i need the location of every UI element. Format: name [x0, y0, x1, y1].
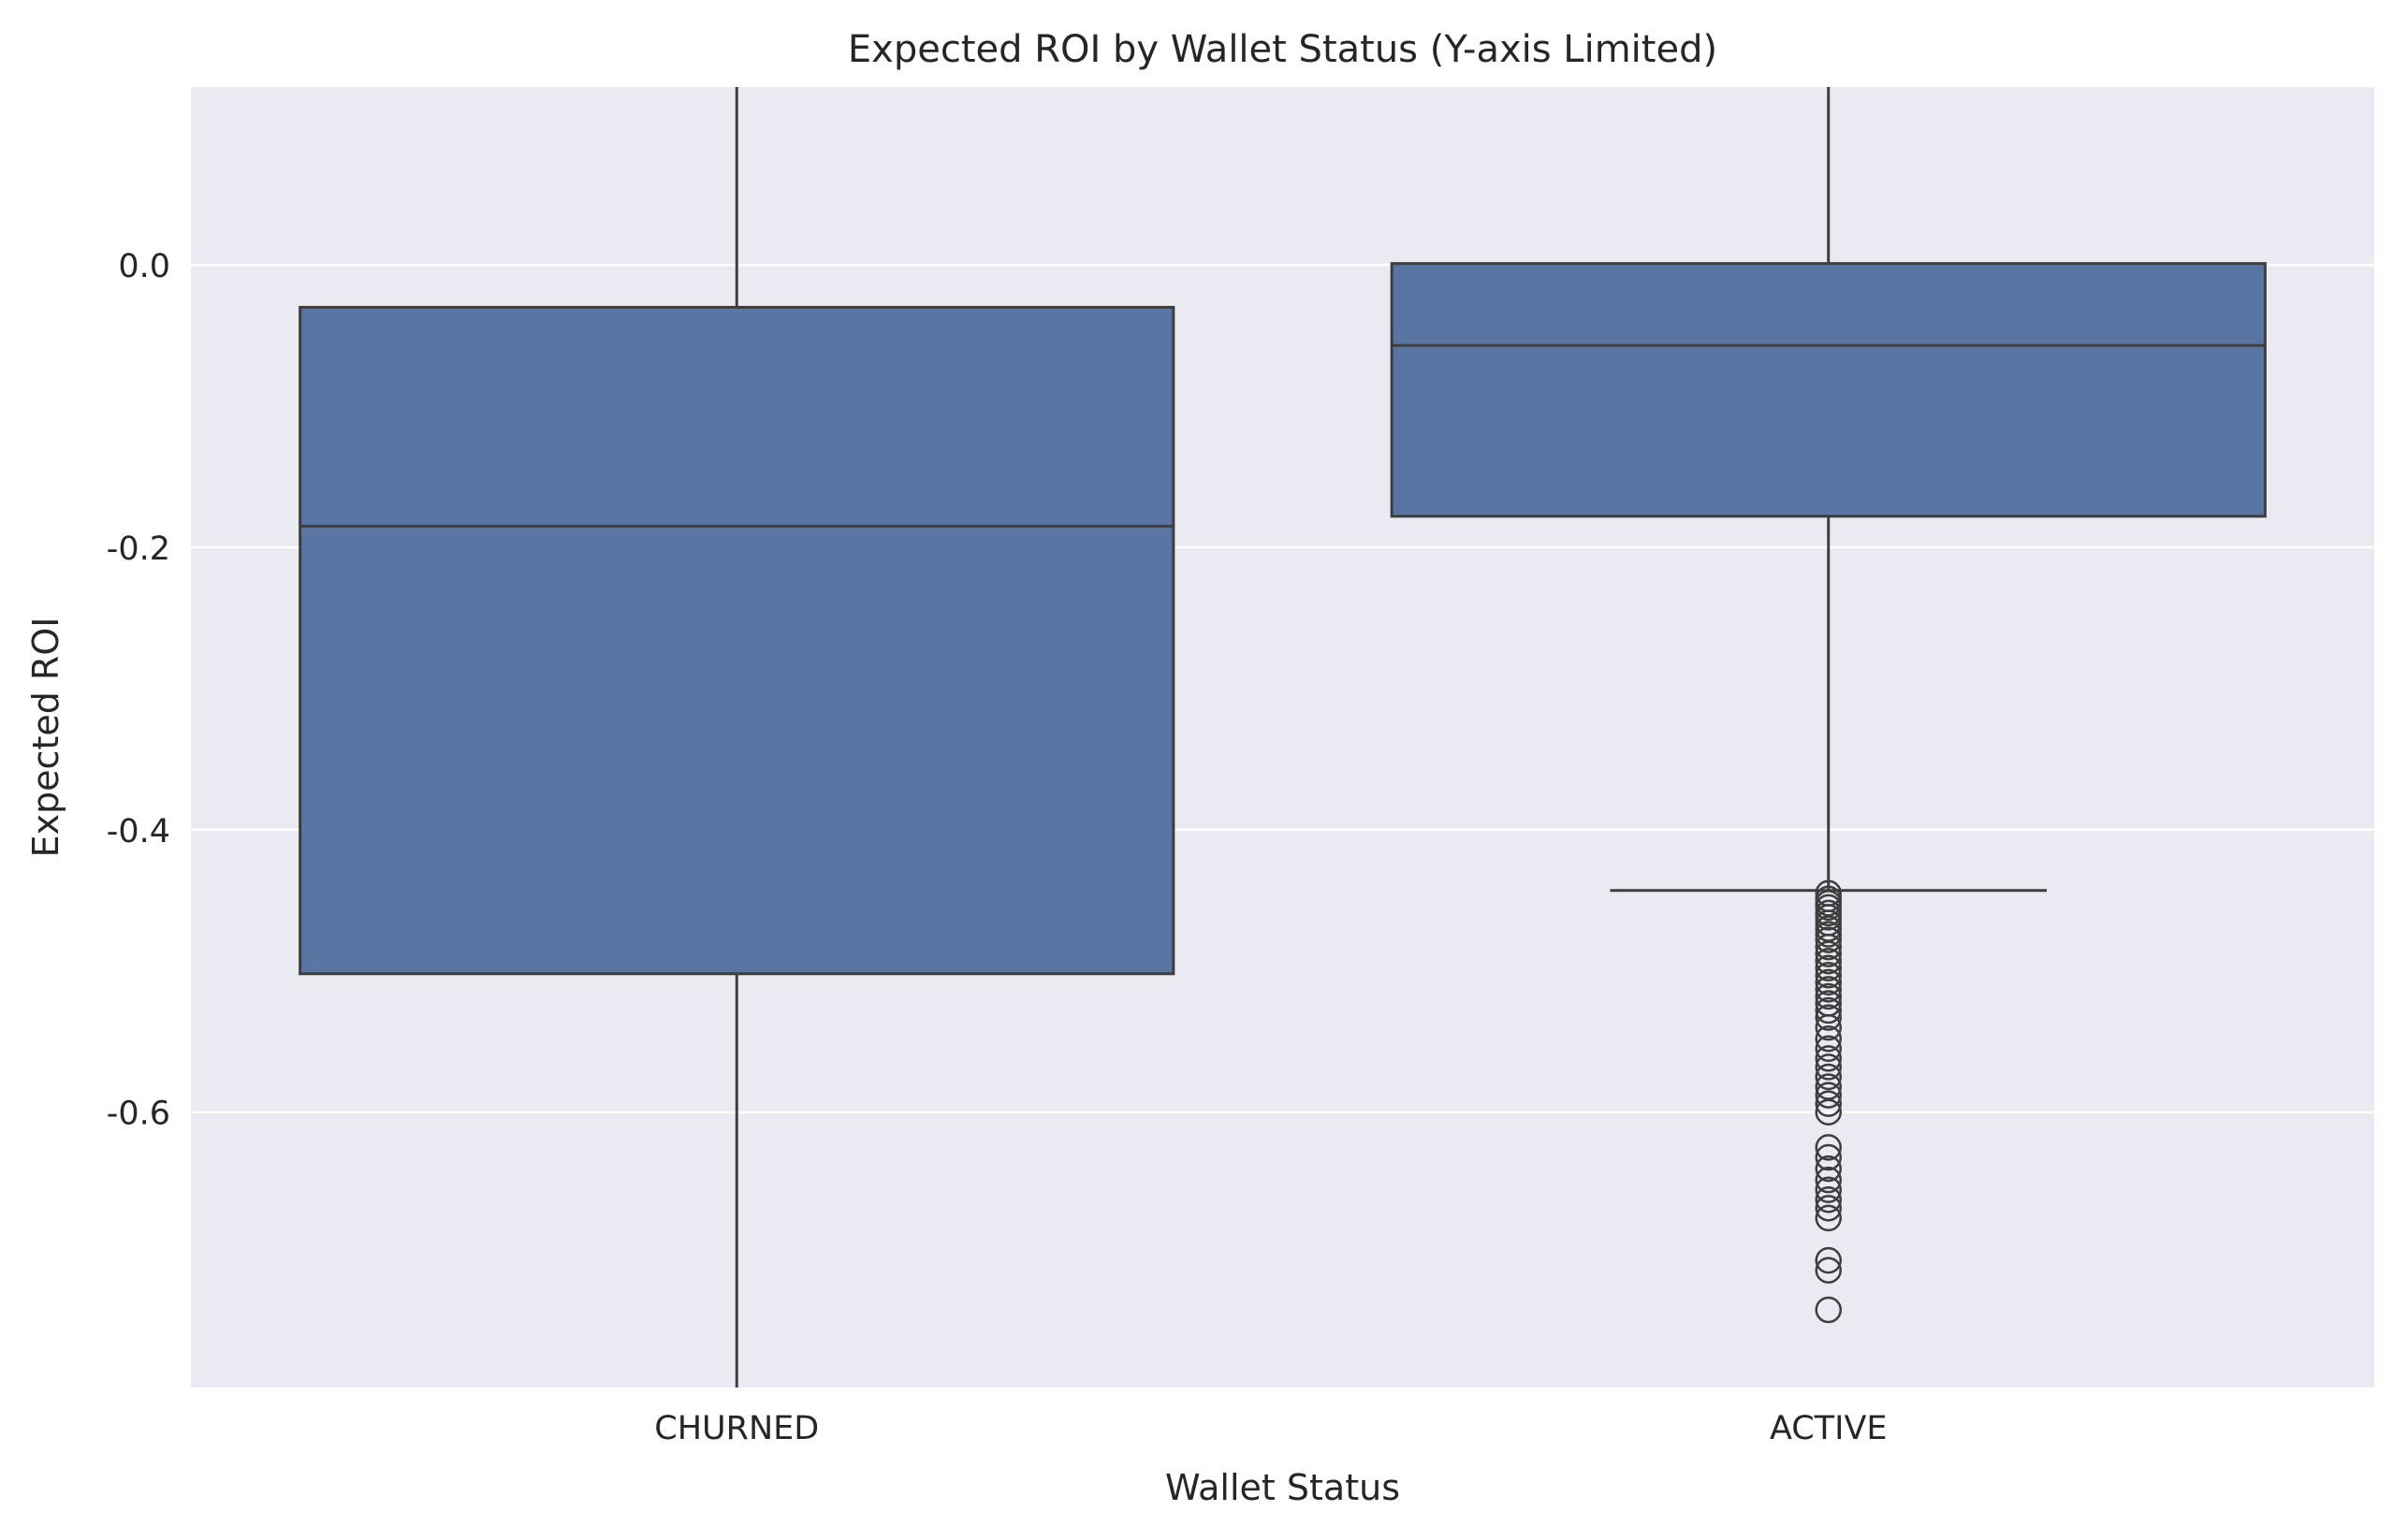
outlier-point: [1815, 976, 1842, 1003]
x-axis-ticks: CHURNED ACTIVE: [654, 1410, 1887, 1447]
outlier-point: [1815, 1063, 1842, 1091]
y-axis-label: Expected ROI: [25, 617, 66, 858]
outlier-point: [1815, 1195, 1842, 1222]
outlier-point: [1815, 954, 1842, 982]
y-tick-label: -0.2: [107, 530, 170, 568]
outlier-point: [1815, 1082, 1842, 1109]
outlier-point: [1815, 962, 1842, 989]
outlier-point: [1815, 1296, 1842, 1324]
y-tick-label: -0.6: [107, 1096, 170, 1133]
outlier-point: [1815, 1257, 1842, 1284]
x-tick-label: CHURNED: [654, 1410, 819, 1447]
outlier-point: [1815, 1155, 1842, 1183]
outlier-point: [1815, 1246, 1842, 1274]
chart-title: Expected ROI by Wallet Status (Y-axis Li…: [848, 28, 1717, 71]
outlier-point: [1815, 933, 1842, 961]
y-axis-ticks: 0.0 -0.2 -0.4 -0.6: [107, 248, 170, 1133]
outlier-point: [1815, 1204, 1842, 1232]
box-group-churned: [299, 87, 1175, 1387]
outlier-point: [1815, 904, 1842, 931]
outlier-point: [1815, 1013, 1842, 1041]
outlier-point: [1815, 1186, 1842, 1213]
outlier-point: [1815, 893, 1842, 922]
outlier-point: [1815, 982, 1842, 1010]
outlier-point: [1815, 947, 1842, 975]
y-tick-label: -0.4: [107, 813, 170, 850]
outlier-point: [1815, 921, 1842, 948]
outlier-point: [1815, 1004, 1842, 1031]
outlier-point: [1815, 926, 1842, 953]
boxes: [299, 87, 2267, 1387]
box-group-active: [1390, 87, 2267, 1324]
x-axis-label: Wallet Status: [1165, 1467, 1400, 1508]
outlier-point: [1815, 1098, 1842, 1126]
y-tick-label: 0.0: [118, 248, 170, 285]
outlier-point: [1815, 996, 1842, 1024]
outlier-point: [1815, 940, 1842, 967]
outlier-point: [1815, 1053, 1842, 1081]
outlier-point: [1815, 1090, 1842, 1117]
box-iqr: [299, 305, 1175, 976]
outlier-point: [1815, 1045, 1842, 1072]
outlier-point: [1815, 1134, 1842, 1161]
outlier-point: [1815, 1143, 1842, 1171]
box-iqr: [1390, 262, 2267, 518]
x-tick-label: ACTIVE: [1770, 1410, 1888, 1447]
outlier-point: [1815, 1024, 1842, 1053]
outlier-point: [1815, 1176, 1842, 1203]
outlier-point: [1815, 968, 1842, 996]
outlier-point: [1815, 1166, 1842, 1194]
outlier-point: [1815, 1035, 1842, 1063]
